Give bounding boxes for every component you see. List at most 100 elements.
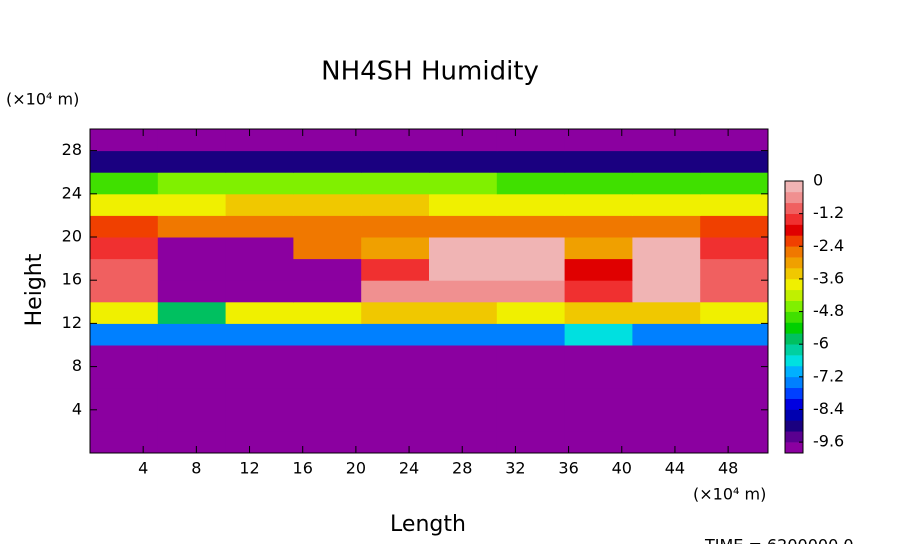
heatmap-cell: [225, 150, 294, 173]
heatmap-cell: [157, 129, 227, 152]
heatmap-cell: [496, 193, 566, 216]
heatmap-cell: [429, 280, 498, 303]
colorbar-segment: [785, 311, 803, 323]
heatmap-cell: [564, 301, 633, 324]
heatmap-cell: [157, 150, 227, 173]
heatmap-cell: [90, 366, 159, 389]
x-tick-label: 20: [346, 459, 366, 478]
heatmap-cell: [700, 301, 769, 324]
heatmap-cell: [90, 345, 159, 368]
heatmap-cell: [632, 150, 701, 173]
x-tick-label: 8: [191, 459, 201, 478]
heatmap-cell: [157, 193, 227, 216]
heatmap-cell: [293, 409, 362, 432]
heatmap-cell: [157, 388, 227, 411]
y-tick-label: 16: [62, 270, 82, 289]
heatmap-cell: [293, 215, 362, 238]
heatmap-cell: [564, 193, 633, 216]
colorbar-segment: [785, 191, 803, 204]
heatmap-cell: [496, 258, 566, 281]
colorbar-segment: [785, 398, 803, 410]
heatmap-cell: [90, 258, 159, 281]
x-tick-label: 36: [558, 459, 578, 478]
plot-frame: [89, 128, 769, 454]
heatmap-cell: [700, 237, 769, 260]
colorbar-tick-label: -8.4: [813, 399, 844, 418]
heatmap-cell: [496, 323, 566, 346]
heatmap-cell: [700, 280, 769, 303]
y-tick-label: 4: [72, 399, 82, 418]
x-tick-label: 44: [665, 459, 685, 478]
heatmap-cell: [293, 258, 362, 281]
x-unit: (×10⁴ m): [693, 485, 766, 504]
heatmap-cell: [564, 431, 633, 454]
y-unit: (×10⁴ m): [6, 90, 79, 109]
heatmap-cell: [157, 301, 227, 324]
heatmap-cell: [700, 345, 769, 368]
x-tick-label: 12: [239, 459, 259, 478]
heatmap-cell: [361, 172, 430, 195]
heatmap-cell: [429, 301, 498, 324]
colorbar-segment: [785, 246, 803, 258]
heatmap-cell: [361, 193, 430, 216]
colorbar-segment: [785, 344, 803, 356]
heatmap-cell: [90, 323, 159, 346]
heatmap-cell: [90, 150, 159, 173]
heatmap-cell: [361, 366, 430, 389]
heatmap-cell: [496, 150, 566, 173]
colorbar-tick-label: -7.2: [813, 366, 844, 385]
heatmap-cell: [361, 280, 430, 303]
heatmap-cell: [496, 215, 566, 238]
heatmap-cell: [225, 129, 294, 152]
heatmap-cell: [157, 323, 227, 346]
heatmap-cell: [90, 193, 159, 216]
heatmap-cell: [564, 129, 633, 152]
heatmap-cell: [496, 280, 566, 303]
x-axis-label: Length: [390, 512, 466, 537]
heatmap-cell: [157, 409, 227, 432]
heatmap-cell: [632, 280, 701, 303]
heatmap-cell: [361, 323, 430, 346]
y-tick-label: 12: [62, 313, 82, 332]
heatmap-cell: [225, 431, 294, 454]
heatmap-cell: [700, 431, 769, 454]
heatmap-cell: [564, 172, 633, 195]
heatmap-cell: [564, 215, 633, 238]
heatmap-cell: [632, 193, 701, 216]
x-tick-label: 40: [612, 459, 632, 478]
heatmap-cell: [429, 431, 498, 454]
heatmap-cell: [429, 237, 498, 260]
colorbar-tick-label: -2.4: [813, 236, 844, 255]
heatmap-cell: [157, 237, 227, 260]
heatmap-cell: [90, 280, 159, 303]
heatmap-cell: [564, 280, 633, 303]
colorbar-segment: [785, 278, 803, 291]
heatmap-cell: [700, 409, 769, 432]
heatmap-cell: [225, 215, 294, 238]
heatmap-cell: [632, 366, 701, 389]
heatmap-cell: [496, 409, 566, 432]
heatmap-cell: [564, 237, 633, 260]
y-tick-label: 28: [62, 140, 82, 159]
heatmap-cell: [564, 345, 633, 368]
heatmap-cell: [157, 366, 227, 389]
heatmap-cell: [564, 366, 633, 389]
x-tick-label: 32: [505, 459, 525, 478]
heatmap-cell: [361, 237, 430, 260]
heatmap-cell: [90, 409, 159, 432]
heatmap-cell: [700, 258, 769, 281]
heatmap-cell: [429, 129, 498, 152]
heatmap-cell: [632, 258, 701, 281]
y-tick-label: 8: [72, 356, 82, 375]
heatmap-cell: [90, 301, 159, 324]
colorbar-segment: [785, 257, 803, 269]
heatmap-cell: [225, 366, 294, 389]
heatmap-cell: [90, 129, 159, 152]
heatmap-cell: [157, 280, 227, 303]
heatmap-cell: [700, 388, 769, 411]
heatmap-cell: [225, 388, 294, 411]
heatmap-cell: [632, 388, 701, 411]
heatmap-cell: [632, 129, 701, 152]
heatmap-cell: [225, 258, 294, 281]
heatmap-cell: [700, 172, 769, 195]
